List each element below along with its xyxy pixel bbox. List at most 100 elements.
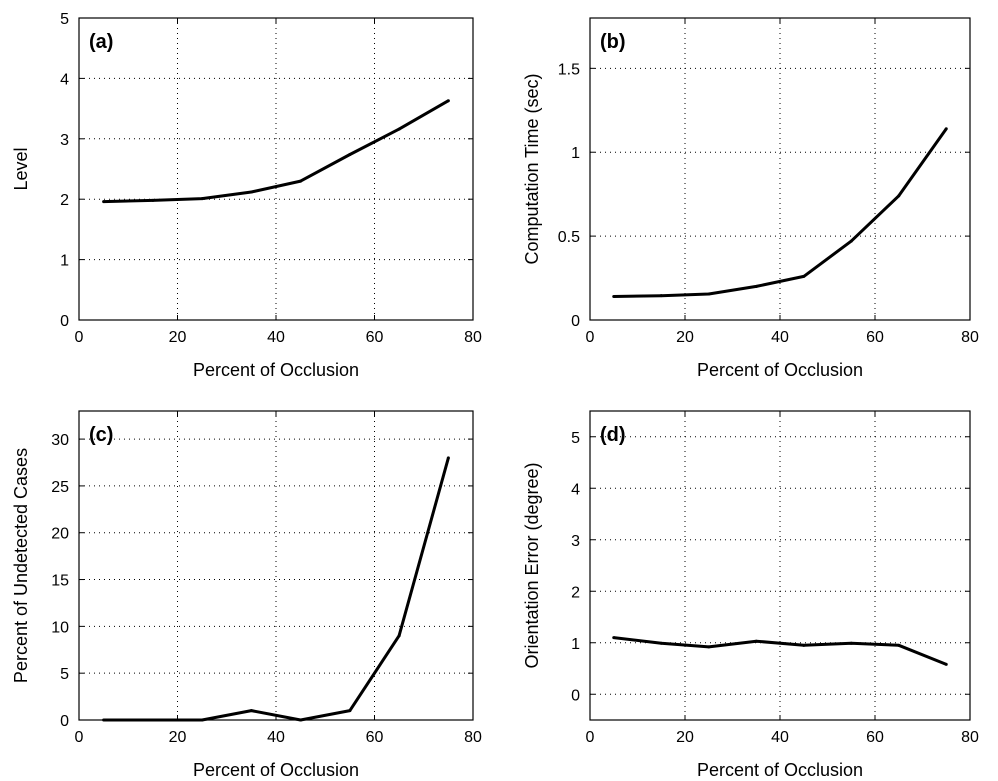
panel-a-data-point [446,99,450,103]
panel-d-xtick-label: 20 [676,729,694,746]
panel-a-xlabel: Percent of Occlusion [193,360,359,380]
panel-d-ytick-label: 1 [571,636,580,653]
panel-d-xtick-label: 60 [866,729,884,746]
panel-d-data-point [707,645,711,649]
panel-a-ytick-label: 2 [60,192,69,209]
panel-c-ytick-label: 25 [51,479,69,496]
panel-c-xtick-label: 80 [464,729,482,746]
panel-a-ytick-label: 5 [60,11,69,28]
panel-b-data-point [612,295,616,299]
panel-a-ylabel: Level [11,147,31,190]
panel-a-ytick-label: 4 [60,71,69,88]
panel-b-data-point [944,127,948,131]
panel-a-ytick-label: 0 [60,313,69,330]
panel-b-data-point [802,274,806,278]
panel-b-xtick-label: 40 [771,329,789,346]
panel-d-frame [589,410,971,721]
panel-a-xtick-label: 0 [75,329,84,346]
panel-d-ytick-label: 3 [571,533,580,550]
panel-c-data-point [200,718,204,722]
panel-b-data-point [707,292,711,296]
panel-a-ytick-label: 1 [60,253,69,270]
panel-d-xtick-label: 0 [586,729,595,746]
panel-d-ytick-label: 5 [571,430,580,447]
panel-b-data-point [754,284,758,288]
panel-d-xtick-label: 80 [961,729,979,746]
panel-c-ytick-label: 10 [51,619,69,636]
panel-c-data-point [348,709,352,713]
panel-a-data-point [299,179,303,183]
panel-b-ytick-label: 1 [571,145,580,162]
panel-d-ylabel: Orientation Error (degree) [522,462,542,668]
panel-c-data-point [446,456,450,460]
panel-a-data-point [102,200,106,204]
panel-b-xtick-label: 80 [961,329,979,346]
panel-c-data-point [151,718,155,722]
panel-c-ytick-label: 20 [51,526,69,543]
panel-c: 0 20 40 60 80 0 5 10 15 20 25 30 (c) Percent of Occlu… [11,410,482,780]
panel-d-data-point [612,636,616,640]
panel-c-data-point [299,718,303,722]
panel-c-data-point [102,718,106,722]
panel-d-ytick-label: 2 [571,584,580,601]
panel-b-ylabel: Computation Time (sec) [522,73,542,264]
panel-c-xtick-label: 20 [169,729,187,746]
panel-d-data-point [897,643,901,647]
panel-d-data-point [754,639,758,643]
panel-b-data-point [659,294,663,298]
panel-d-data-point [802,643,806,647]
panel-c-ytick-label: 0 [60,713,69,730]
panel-c-ytick-label: 30 [51,432,69,449]
panel-c-xlabel: Percent of Occlusion [193,760,359,780]
panel-d-data-point [659,641,663,645]
panel-d-series-line [613,636,947,666]
panel-c-ytick-label: 15 [51,573,69,590]
panel-a-series-line [103,99,450,204]
panel-d-data-point [944,662,948,666]
panel-c-xtick-label: 60 [366,729,384,746]
panel-b-xtick-label: 0 [586,329,595,346]
panel-b-label: (b) [600,31,626,53]
panel-d-label: (d) [600,424,626,446]
panel-a-ytick-label: 3 [60,132,69,149]
panel-c-xtick-label: 0 [75,729,84,746]
panel-a-label: (a) [89,31,113,53]
panel-a-data-point [397,127,401,131]
panel-b-data-point [849,239,853,243]
panel-a-xtick-label: 80 [464,329,482,346]
panel-a-frame [78,17,474,321]
panel-d-xtick-label: 40 [771,729,789,746]
panel-a-xtick-label: 20 [169,329,187,346]
panel-b-ytick-label: 0.5 [558,229,580,246]
panel-b-data-point [897,194,901,198]
panel-b-frame [589,17,971,321]
panel-b-ytick-label: 0 [571,313,580,330]
panel-c-series-line [103,457,450,722]
panel-c-data-point [249,709,253,713]
panel-d-ytick-label: 4 [571,481,580,498]
panel-a-xtick-label: 40 [267,329,285,346]
panel-c-frame [78,410,474,721]
panel-c-xtick-label: 40 [267,729,285,746]
panel-b: 0 20 40 60 80 0 0.5 1 1.5 (b) Percent of Occlusion… [522,17,979,380]
panel-c-data-point [397,634,401,638]
panel-a-data-point [348,153,352,157]
panel-c-ytick-label: 5 [60,666,69,683]
panel-b-xtick-label: 20 [676,329,694,346]
panel-b-xtick-label: 60 [866,329,884,346]
panel-b-series-line [613,127,948,298]
panel-a-data-point [200,197,204,201]
panel-a-data-point [151,198,155,202]
panel-d: 0 20 40 60 80 0 1 2 3 4 5 (d) Percent of Occlusion Or… [522,410,979,780]
panel-a-xtick-label: 60 [366,329,384,346]
panel-b-ytick-label: 1.5 [558,61,580,78]
panel-a-data-point [249,190,253,194]
panel-d-xlabel: Percent of Occlusion [697,760,863,780]
panel-d-ytick-label: 0 [571,687,580,704]
panel-b-xlabel: Percent of Occlusion [697,360,863,380]
panel-d-data-point [849,641,853,645]
panel-a: 0 20 40 60 80 0 1 2 3 4 5 (a) Percent of Occlusion Le… [11,11,482,380]
panel-c-ylabel: Percent of Undetected Cases [11,448,31,683]
panel-c-label: (c) [89,424,113,446]
